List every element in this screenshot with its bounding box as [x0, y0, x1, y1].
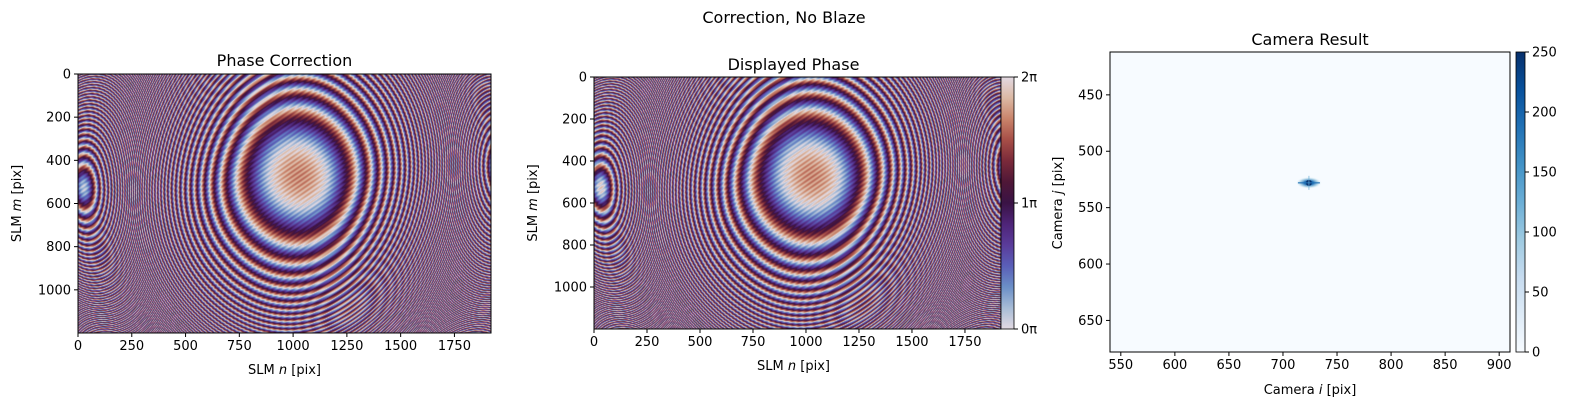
- panel-camera-result: Camera Result 550 600 650 700 750 800 850 900 4…: [1051, 30, 1557, 398]
- xtick-label: 250: [635, 335, 660, 350]
- colorbar-tick-label: 200: [1532, 106, 1557, 121]
- xtick-label: 1250: [330, 339, 363, 354]
- panel2-title: Displayed Phase: [728, 55, 860, 74]
- panel1-ylabel: SLM m [pix]: [10, 165, 25, 242]
- xtick-label: 1250: [842, 335, 875, 350]
- panel2-colorbar-ticks: 0π 1π 2π: [1014, 71, 1037, 338]
- figure-suptitle: Correction, No Blaze: [702, 8, 865, 27]
- ytick-label: 600: [562, 197, 587, 212]
- xtick-label: 1500: [384, 339, 417, 354]
- panel1-title: Phase Correction: [217, 51, 353, 70]
- ytick-label: 600: [1078, 258, 1103, 273]
- panel1-yticks: 0 200 400 600 800 1000: [38, 68, 78, 298]
- camera-heatmap: [1110, 52, 1510, 352]
- panel3-colorbar: [1515, 51, 1526, 353]
- xtick-label: 750: [227, 339, 252, 354]
- panel2-xlabel: SLM n [pix]: [757, 359, 830, 374]
- xtick-label: 850: [1433, 358, 1458, 373]
- ytick-label: 1000: [554, 281, 587, 296]
- panel1-xticks: 0 250 500 750 1000 1250 1500 1750: [74, 333, 471, 354]
- panel2-yticks: 0 200 400 600 800 1000: [554, 71, 594, 296]
- colorbar-tick-label: 1π: [1021, 197, 1037, 212]
- panel3-ylabel: Camera j [pix]: [1051, 157, 1066, 250]
- xtick-label: 600: [1162, 358, 1187, 373]
- colorbar-tick-label: 250: [1532, 46, 1557, 61]
- xtick-label: 700: [1271, 358, 1296, 373]
- panel3-frame: [1109, 51, 1511, 353]
- ytick-label: 600: [46, 197, 71, 212]
- panel3-xlabel: Camera i [pix]: [1264, 383, 1357, 398]
- xtick-label: 750: [741, 335, 766, 350]
- xtick-label: 1750: [438, 339, 471, 354]
- panel2-xticks: 0 250 500 750 1000 1250 1500 1750: [590, 329, 982, 350]
- xtick-label: 750: [1325, 358, 1350, 373]
- ytick-label: 800: [46, 240, 71, 255]
- colorbar-tick-label: 150: [1532, 166, 1557, 181]
- panel2-colorbar: [1000, 76, 1015, 330]
- ytick-label: 200: [46, 111, 71, 126]
- panel-phase-correction: Phase Correction 0 250 500 750 1000 1250 1500 1…: [10, 51, 492, 378]
- ytick-label: 650: [1078, 314, 1103, 329]
- ytick-label: 0: [63, 68, 71, 83]
- xtick-label: 1000: [277, 339, 310, 354]
- xtick-label: 500: [688, 335, 713, 350]
- colorbar-tick-label: 50: [1532, 286, 1549, 301]
- xtick-label: 1500: [895, 335, 928, 350]
- colorbar-tick-label: 0: [1532, 346, 1540, 361]
- phase-correction-heatmap: [78, 74, 491, 333]
- xtick-label: 550: [1108, 358, 1133, 373]
- panel3-yticks: 450 500 550 600 650: [1078, 88, 1110, 329]
- xtick-label: 1750: [948, 335, 981, 350]
- xtick-label: 800: [1379, 358, 1404, 373]
- xtick-label: 500: [173, 339, 198, 354]
- ytick-label: 0: [579, 71, 587, 86]
- ytick-label: 450: [1078, 88, 1103, 103]
- ytick-label: 500: [1078, 145, 1103, 160]
- ytick-label: 400: [562, 155, 587, 170]
- panel-displayed-phase: Displayed Phase 0 250 500 750 1000 1250 1500 17…: [526, 55, 1037, 374]
- displayed-phase-heatmap: [594, 77, 1001, 329]
- panel2-ylabel: SLM m [pix]: [526, 164, 541, 241]
- ytick-label: 550: [1078, 201, 1103, 216]
- ytick-label: 400: [46, 154, 71, 169]
- camera-spot: [1295, 175, 1322, 190]
- panel3-xticks: 550 600 650 700 750 800 850 900: [1108, 352, 1512, 373]
- colorbar-tick-label: 2π: [1021, 71, 1037, 86]
- xtick-label: 1000: [789, 335, 822, 350]
- xtick-label: 0: [74, 339, 82, 354]
- xtick-label: 650: [1217, 358, 1242, 373]
- colorbar-tick-label: 0π: [1021, 323, 1037, 338]
- ytick-label: 1000: [38, 283, 71, 298]
- xtick-label: 0: [590, 335, 598, 350]
- panel3-colorbar-ticks: 0 50 100 150 200 250: [1525, 46, 1557, 361]
- ytick-label: 200: [562, 113, 587, 128]
- xtick-label: 900: [1487, 358, 1512, 373]
- colorbar-tick-label: 100: [1532, 226, 1557, 241]
- xtick-label: 250: [119, 339, 144, 354]
- ytick-label: 800: [562, 239, 587, 254]
- panel3-title: Camera Result: [1251, 30, 1368, 49]
- panel1-xlabel: SLM n [pix]: [248, 363, 321, 378]
